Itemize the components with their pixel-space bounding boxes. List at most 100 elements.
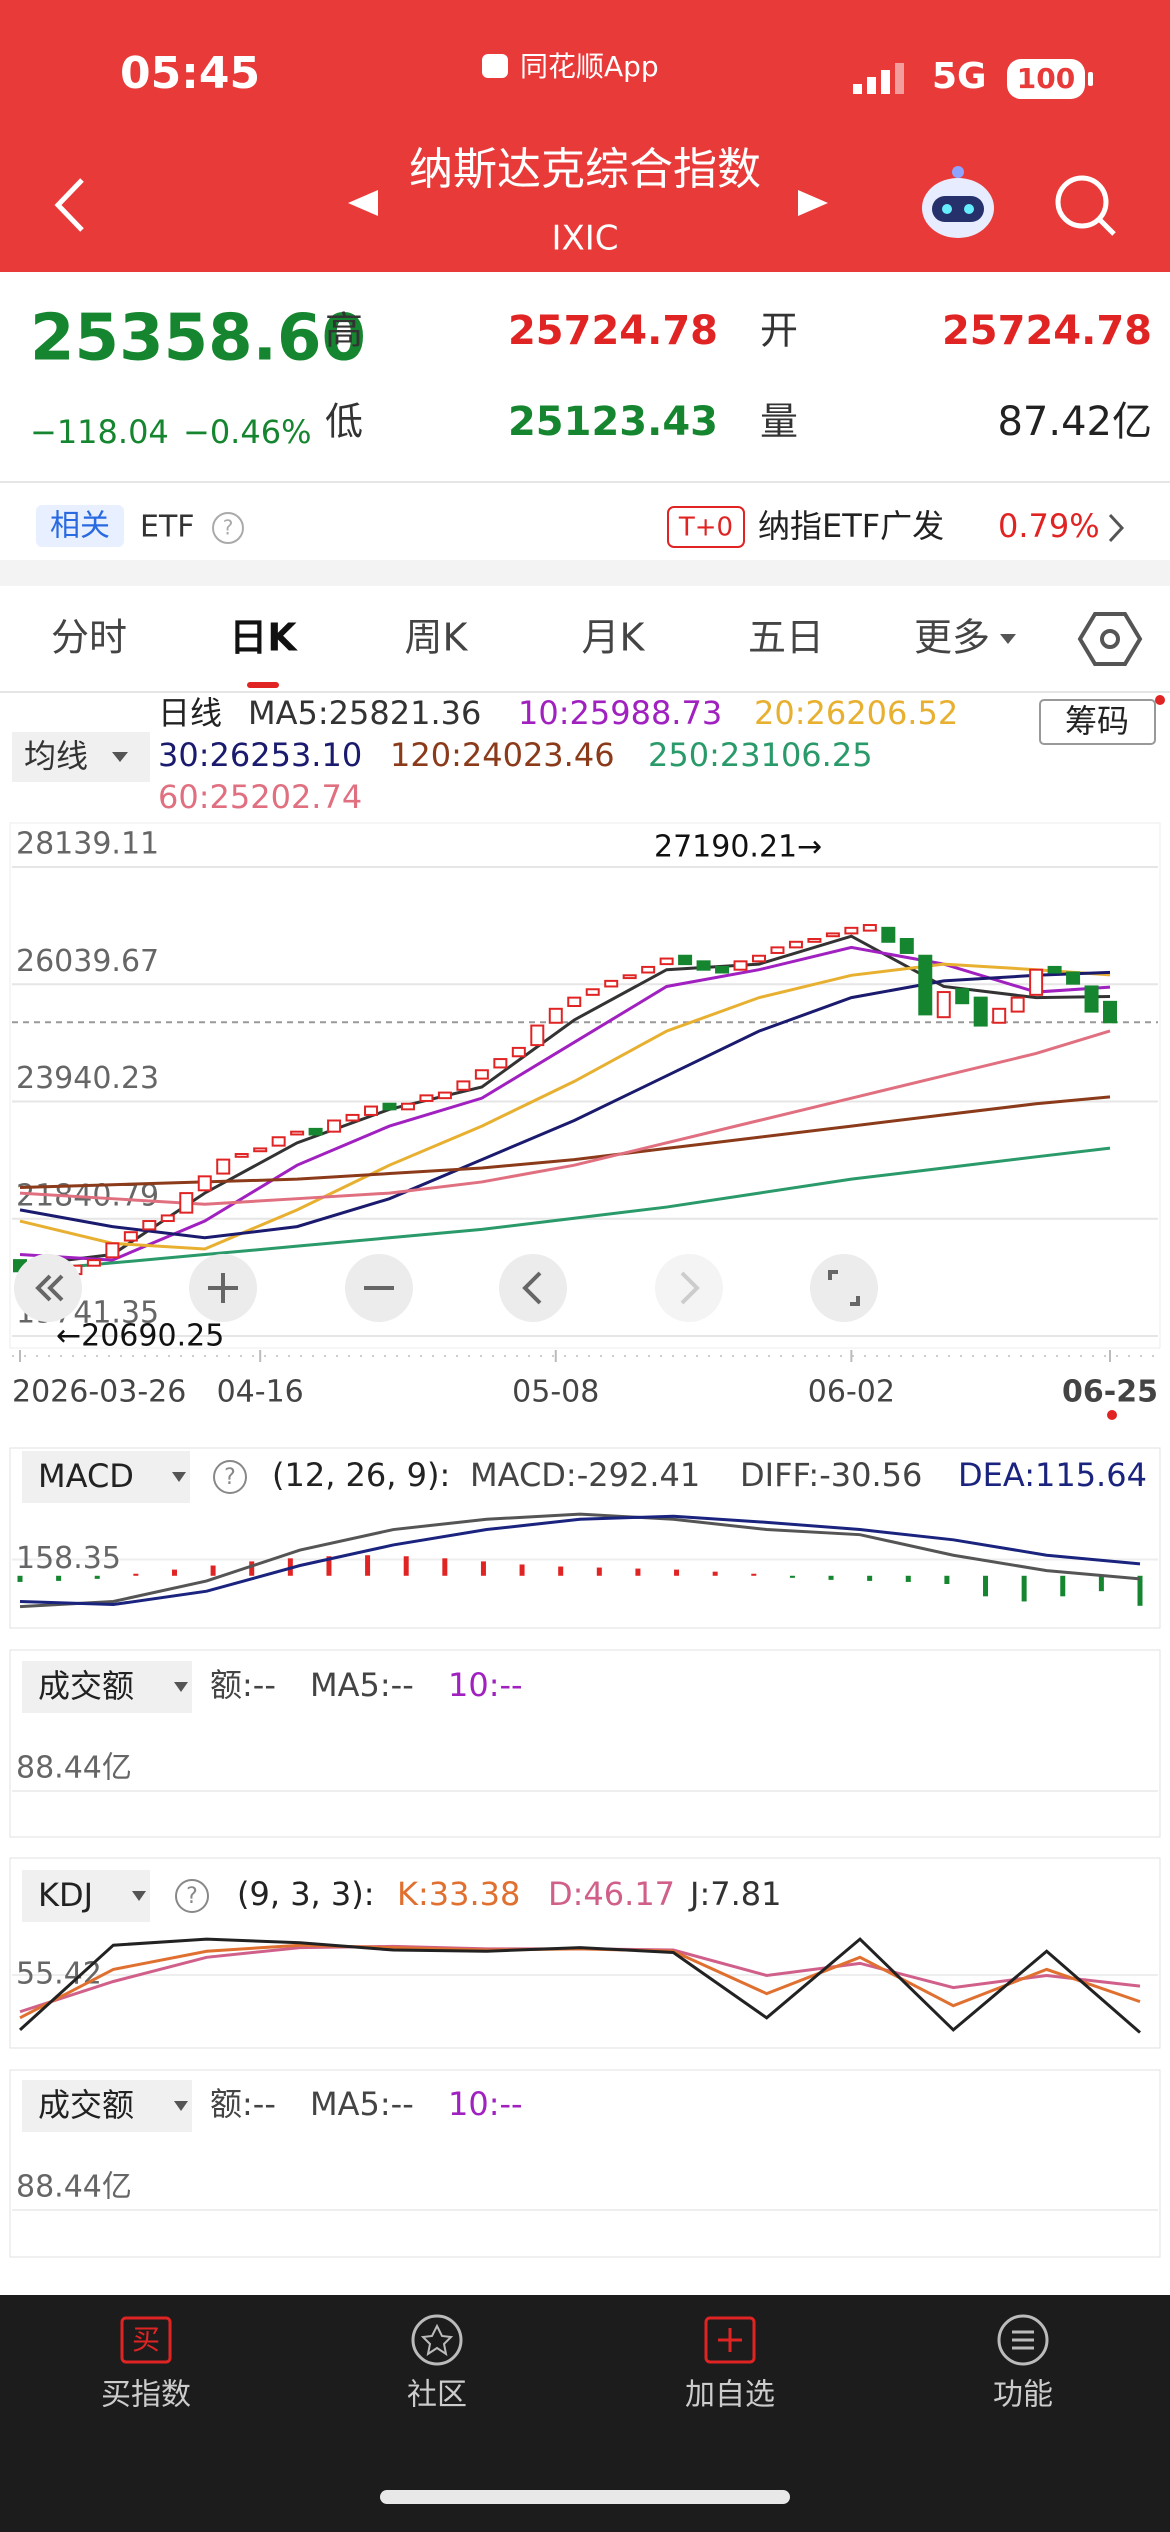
d-label: D:46.17 — [548, 1875, 675, 1913]
chart-control[interactable] — [810, 1254, 878, 1322]
candle-body — [678, 954, 693, 966]
candle-body — [1103, 1000, 1118, 1024]
y-tick-label: 88.44亿 — [16, 2170, 132, 2205]
high-label: 高 — [325, 309, 363, 353]
change: −118.04 — [30, 413, 169, 451]
etf-fund[interactable]: 纳指ETF广发 — [758, 507, 944, 545]
candle-body — [641, 965, 656, 974]
volume: 87.42亿 — [997, 399, 1152, 445]
separator — [0, 560, 1170, 586]
macd-bar — [983, 1575, 989, 1597]
macd-bar — [558, 1566, 564, 1576]
chart-control[interactable] — [655, 1254, 723, 1322]
chart-control[interactable] — [499, 1254, 567, 1322]
tab[interactable]: 月K — [582, 616, 646, 660]
nav-label[interactable]: 社区 — [407, 2378, 467, 2413]
battery-tip — [1088, 72, 1093, 86]
select-arrow — [174, 2101, 188, 2111]
settings-icon[interactable] — [1077, 612, 1143, 666]
low: 25123.43 — [508, 399, 718, 445]
macd-bar — [1021, 1575, 1027, 1602]
candle-body — [179, 1192, 194, 1214]
macd-bar — [326, 1556, 332, 1576]
candle-body — [197, 1175, 212, 1192]
panel-select[interactable] — [22, 2080, 192, 2132]
candle-body — [160, 1214, 175, 1223]
y-tick-label: 23940.23 — [16, 1061, 159, 1096]
nav-label[interactable]: 功能 — [993, 2378, 1053, 2413]
etf-badge-bg — [667, 506, 745, 548]
macd-bar — [1137, 1575, 1143, 1606]
k-label: K:33.38 — [397, 1875, 520, 1913]
x-tick-label: 05-08 — [512, 1375, 599, 1410]
nav-icon[interactable] — [704, 2316, 756, 2364]
y-tick-label: 26039.67 — [16, 944, 159, 979]
candle-body — [992, 1007, 1007, 1024]
panel-title: 成交额 — [38, 1667, 134, 1705]
candle-body — [437, 1091, 452, 1100]
tab[interactable]: 分时 — [51, 616, 127, 660]
next-index[interactable] — [798, 190, 828, 216]
legend-entry: 60:25202.74 — [158, 778, 362, 816]
macd-bar — [210, 1565, 216, 1576]
chip-button[interactable] — [1039, 699, 1156, 745]
ma-line — [19, 970, 1111, 1240]
panel-select[interactable] — [22, 1451, 190, 1503]
ma10: 10:-- — [448, 2085, 523, 2123]
candle-body — [123, 1231, 138, 1242]
tab[interactable]: 日K — [229, 616, 298, 660]
robot-icon[interactable] — [922, 166, 994, 238]
candle-body — [364, 1105, 379, 1116]
macd-bar — [403, 1556, 409, 1576]
tab[interactable]: 周K — [405, 616, 469, 660]
panel-select[interactable] — [22, 1661, 192, 1713]
settings-icon-center — [1100, 629, 1120, 649]
more-arrow — [1000, 634, 1016, 644]
prev-index[interactable] — [348, 190, 378, 216]
macd-bar — [674, 1569, 680, 1576]
y-tick-label: 55.42 — [16, 1956, 102, 1991]
macd-bar — [712, 1571, 718, 1576]
macd-bar — [94, 1575, 100, 1579]
search-icon[interactable] — [1055, 175, 1116, 236]
ma-line — [19, 1095, 1111, 1190]
amount: 额:-- — [210, 2085, 276, 2123]
tab[interactable]: 五日 — [748, 616, 824, 660]
x-tick-label: 2026-03-26 — [12, 1375, 186, 1410]
chart-frame — [9, 822, 1161, 1349]
candle-body — [567, 996, 582, 1008]
candle-body — [825, 932, 840, 938]
candle-body — [400, 1102, 415, 1111]
panel-select[interactable] — [22, 1870, 150, 1922]
back-button[interactable] — [54, 178, 84, 232]
macd-bar — [442, 1558, 448, 1576]
nav-label[interactable]: 买指数 — [101, 2378, 191, 2413]
panel-title: MACD — [38, 1457, 134, 1495]
app-logo — [482, 54, 508, 78]
candle-body — [881, 926, 896, 943]
j-label: J:7.81 — [688, 1875, 781, 1913]
candle-body — [862, 924, 877, 932]
macd-bar — [365, 1555, 371, 1576]
legend-entry: 120:24023.46 — [390, 736, 615, 774]
legend-entry: MA5:25821.36 — [248, 694, 481, 732]
candle-body — [1029, 968, 1044, 996]
period: 日线 — [158, 694, 222, 732]
dea-label: DEA:115.64 — [958, 1456, 1147, 1494]
etf-label: ETF — [140, 510, 195, 545]
macd-params: (12, 26, 9): — [272, 1456, 450, 1494]
chip: 筹码 — [1065, 702, 1129, 740]
macd-frame — [9, 1447, 1161, 1629]
j-line — [18, 1937, 1141, 2034]
nav-icon[interactable] — [997, 2314, 1049, 2366]
nav-icon[interactable] — [411, 2314, 463, 2366]
tab[interactable]: 更多 — [914, 616, 990, 660]
nav-icon-plus — [718, 2328, 742, 2352]
macd-bar — [905, 1575, 911, 1582]
nav-icon[interactable] — [120, 2316, 172, 2364]
candle-body — [290, 1130, 305, 1136]
select-arrow — [172, 1472, 186, 1482]
nav-icon-text: 买 — [132, 2323, 160, 2356]
indicator-select[interactable] — [12, 732, 150, 782]
nav-label[interactable]: 加自选 — [685, 2378, 775, 2413]
